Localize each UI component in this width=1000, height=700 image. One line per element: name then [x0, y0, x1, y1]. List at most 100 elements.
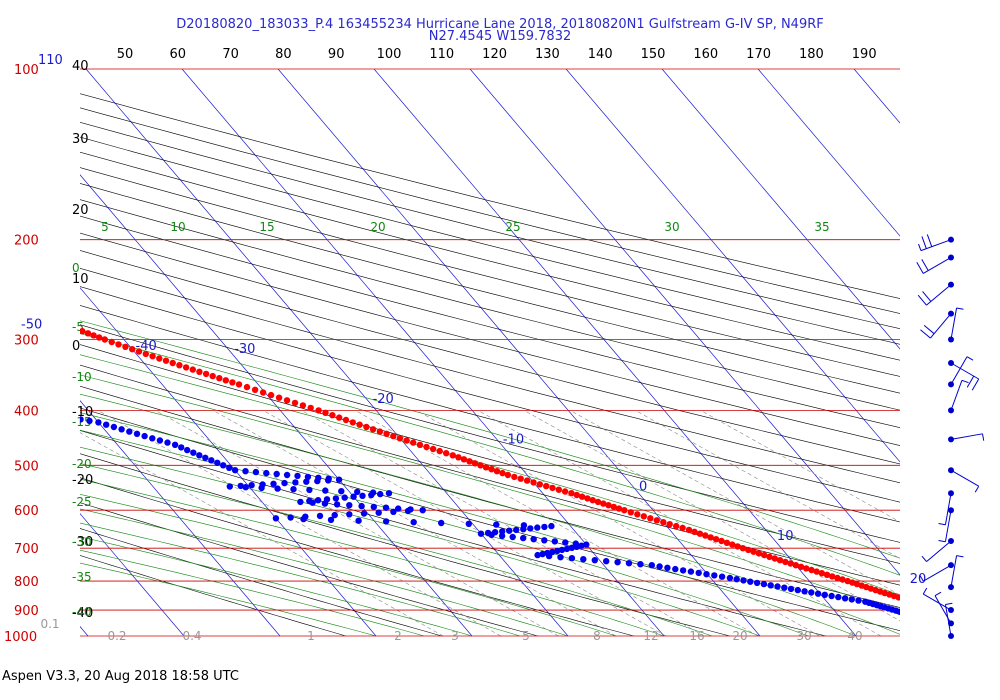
dewpoint-point — [625, 560, 633, 567]
temperature-point — [243, 383, 251, 391]
dewpoint-trace — [12, 394, 971, 639]
dewpoint-point — [557, 554, 564, 561]
moist-adiabat-line — [80, 549, 425, 637]
dewpoint-point — [51, 412, 57, 418]
dewpoint-point — [86, 417, 93, 425]
wind-barb-staff — [950, 380, 963, 411]
dry-adiabat-line — [80, 267, 900, 484]
dewpoint-point — [118, 426, 125, 433]
wind-barb-dot — [948, 381, 954, 388]
temperature-point — [4, 299, 10, 305]
dewpoint-point — [60, 413, 66, 419]
dry-adiabat-line — [80, 344, 900, 564]
chart-location: N27.4545 W159.7832 — [428, 29, 572, 44]
wind-barb-dot — [948, 254, 954, 261]
isotherm-label: 0 — [639, 480, 647, 495]
dewpoint-point — [272, 515, 280, 522]
dewpoint-point — [912, 616, 918, 622]
dewpoint-point — [358, 502, 365, 510]
temperature-point — [235, 381, 243, 388]
temperature-point — [436, 447, 443, 455]
wind-barb-flag — [961, 379, 969, 384]
dewpoint-point — [573, 543, 580, 550]
temperature-point — [782, 558, 789, 566]
dry-adiabat-line — [80, 215, 900, 428]
dewpoint-point — [760, 580, 768, 588]
temperature-point — [957, 614, 963, 620]
dewpoint-point — [226, 483, 233, 490]
dewpoint-point — [333, 501, 341, 508]
temperature-point — [34, 310, 40, 316]
top-scale-label: 160 — [693, 47, 718, 62]
dewpoint-point — [359, 492, 366, 499]
temperature-point — [149, 353, 156, 360]
moist-adiabat-label: -30 — [72, 535, 92, 549]
temperature-point — [222, 377, 229, 384]
temperature-point — [291, 399, 299, 407]
dewpoint-point — [12, 394, 18, 400]
height-label: 40 — [72, 59, 89, 74]
temperature-point — [62, 322, 68, 328]
dewpoint-point — [314, 497, 322, 504]
wind-barb-dot — [948, 633, 954, 639]
dewpoint-point — [149, 435, 156, 442]
temperature-point — [568, 490, 575, 497]
isotherm-label: -50 — [21, 317, 42, 332]
mixing-ratio-label: 0.4 — [182, 629, 201, 643]
dewpoint-point — [242, 484, 249, 491]
temperature-point — [561, 488, 569, 495]
temperature-point — [342, 416, 350, 424]
wind-barb-flag — [956, 555, 964, 558]
temperature-point — [460, 456, 468, 463]
moist-adiabat-line — [80, 429, 809, 637]
moist-adiabat-label: 0 — [72, 261, 80, 275]
dewpoint-point — [263, 469, 270, 477]
wind-barb — [948, 307, 964, 343]
dewpoint-point — [184, 446, 191, 454]
top-scale-label: 100 — [377, 47, 402, 62]
wind-barb-flag — [916, 261, 924, 274]
dewpoint-point — [965, 633, 971, 639]
temperature-point — [511, 473, 518, 481]
isotherm-label: -20 — [373, 392, 394, 407]
temperature-point — [129, 346, 136, 353]
dewpoint-point — [835, 593, 842, 601]
dewpoint-point — [220, 462, 227, 469]
temperature-point — [718, 537, 725, 545]
temperature-point — [251, 386, 259, 393]
dewpoint-point — [237, 482, 244, 490]
dewpoint-point — [551, 538, 558, 545]
dewpoint-point — [42, 410, 48, 416]
dry-adiabat-line — [80, 407, 900, 631]
dewpoint-point — [695, 569, 702, 577]
temperature-point — [797, 563, 805, 570]
temperature-point — [918, 601, 924, 607]
temperature-point — [336, 414, 343, 421]
temperature-point — [482, 464, 490, 471]
mixing-ratio-label: 0.1 — [40, 617, 59, 631]
isotherm-label: -10 — [503, 432, 524, 447]
temperature-point — [761, 551, 768, 559]
temperature-point — [115, 341, 122, 348]
top-scale-label: 150 — [641, 47, 666, 62]
temperature-point — [349, 419, 356, 426]
temperature-point — [691, 528, 698, 535]
wind-barb-dot — [948, 310, 954, 317]
dewpoint-point — [196, 452, 203, 459]
dewpoint-point — [395, 505, 402, 512]
temperature-point — [766, 553, 773, 560]
temperature-point — [993, 626, 999, 632]
height-label: -10 — [72, 405, 93, 420]
temperature-point — [80, 328, 86, 335]
temperature-point — [605, 502, 612, 509]
dewpoint-point — [964, 633, 970, 639]
dry-adiabat-line — [80, 183, 900, 394]
dewpoint-point — [287, 514, 294, 521]
temperature-point — [589, 497, 596, 504]
wind-barb-staff — [950, 362, 979, 380]
wind-barb-flag — [923, 324, 935, 335]
dry-adiabat-line — [80, 364, 900, 586]
temperature-point — [702, 532, 709, 539]
mixing-ratio-label: 2 — [394, 629, 402, 643]
temperature-point — [712, 536, 720, 543]
